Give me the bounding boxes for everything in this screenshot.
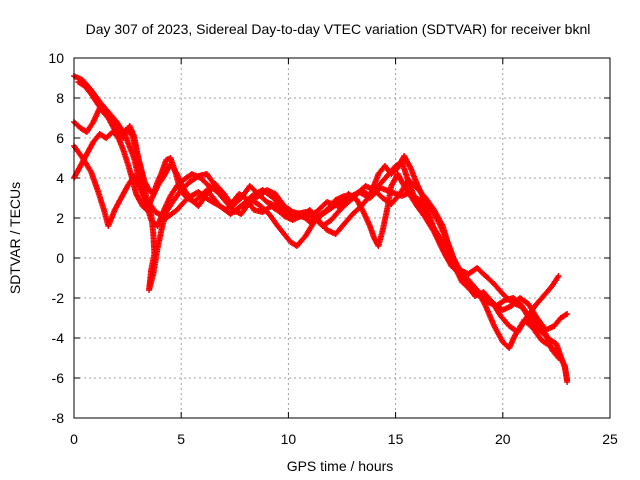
series-track-5 [75,79,562,361]
x-tick-label: 0 [70,431,78,447]
data-point [555,355,562,361]
y-tick-label: 8 [56,90,64,106]
y-tick-label: -8 [52,410,65,426]
data-point [564,379,571,385]
data-point [555,273,562,279]
y-axis-label: SDTVAR / TECUs [7,182,23,294]
y-tick-label: -4 [52,330,65,346]
y-tick-label: -2 [52,290,65,306]
chart-title: Day 307 of 2023, Sidereal Day-to-day VTE… [86,21,591,37]
series-track-1 [71,73,571,383]
y-tick-label: 10 [48,50,64,66]
y-tick-label: 2 [56,210,64,226]
x-tick-label: 10 [281,431,297,447]
y-tick-label: -6 [52,370,65,386]
axis-ticks: 0 5 10 15 20 25 -8 -6 -4 -2 0 2 4 6 8 10 [48,50,618,447]
x-tick-label: 20 [495,431,511,447]
x-tick-label: 15 [388,431,404,447]
plot-frame [73,57,611,419]
series-track-4 [71,127,571,333]
x-tick-label: 5 [177,431,185,447]
y-tick-label: 6 [56,130,64,146]
x-tick-label: 25 [602,431,618,447]
data-points [71,73,571,385]
y-tick-label: 4 [56,170,64,186]
y-tick-label: 0 [56,250,64,266]
x-axis-label: GPS time / hours [287,458,394,474]
data-point [564,311,571,317]
